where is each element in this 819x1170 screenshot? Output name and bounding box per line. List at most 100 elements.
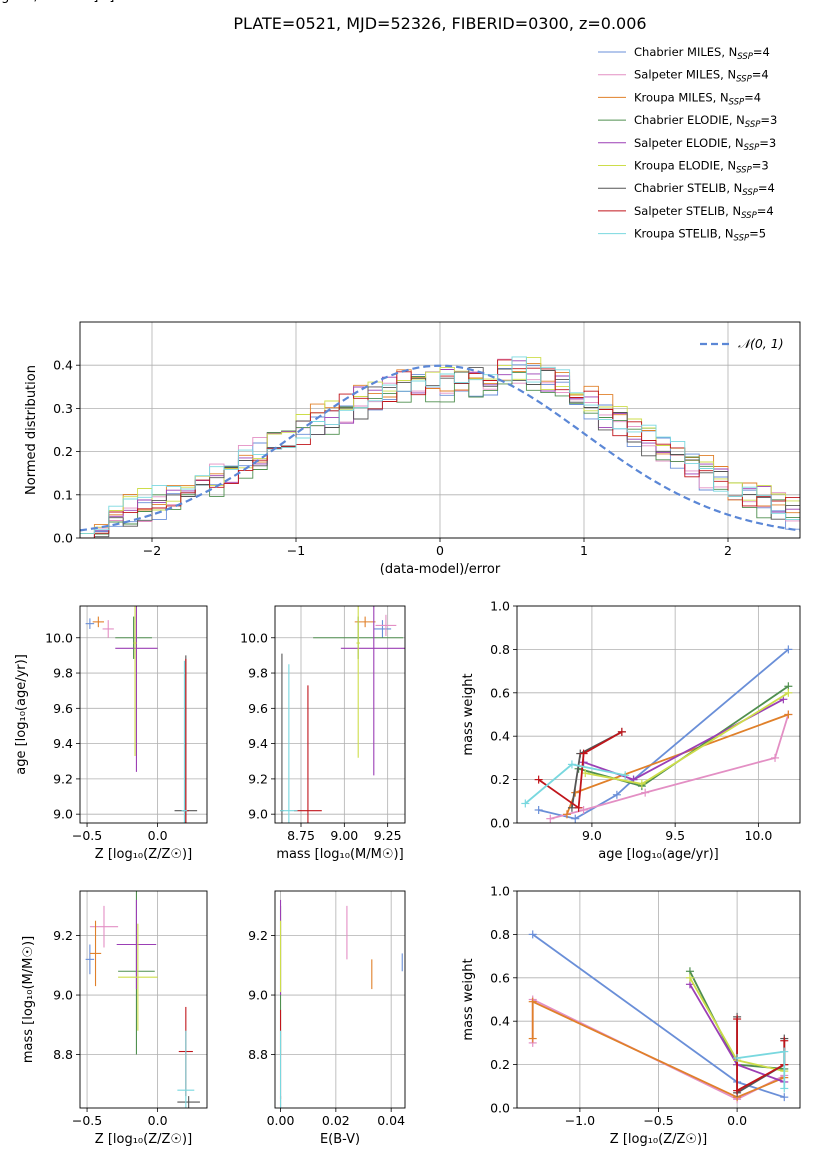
y-tick-label: 0.1 bbox=[53, 487, 73, 502]
legend-label-main: Kroupa ELODIE, N bbox=[634, 159, 736, 173]
legend-label: Chabrier STELIB, NSSP=4 bbox=[634, 181, 775, 198]
y-tick-label: 1.0 bbox=[490, 884, 510, 899]
weight-line bbox=[583, 698, 784, 781]
x-tick-label: 0.02 bbox=[322, 1113, 350, 1128]
x-tick-label: 9.0 bbox=[582, 828, 602, 843]
y-tick-label: 0.4 bbox=[53, 358, 73, 373]
x-tick-label: 10.0 bbox=[744, 828, 772, 843]
legend-label-sub: SSP bbox=[736, 75, 752, 85]
x-axis-label: (data-model)/error bbox=[380, 562, 501, 577]
y-tick-label: 9.0 bbox=[53, 988, 73, 1003]
y-tick-label: 0.0 bbox=[490, 816, 510, 831]
legend-label-tail: =4 bbox=[752, 68, 769, 82]
histogram-step bbox=[80, 356, 800, 538]
x-tick-label: −2 bbox=[143, 543, 161, 558]
y-tick-label: 10.0 bbox=[45, 630, 73, 645]
y-tick-label: 9.0 bbox=[248, 807, 268, 822]
panel-weight-vs-metallicity: −1.0 −0.5 0.0 0.0 0.2 0.4 0.6 0.8 1.0 Z [log₁₀(Z/… bbox=[461, 884, 801, 1147]
plot-area bbox=[279, 899, 403, 1108]
legend-label: Chabrier ELODIE, NSSP=3 bbox=[634, 113, 777, 130]
y-axis-label: mass [log₁₀(M/M☉)] bbox=[21, 936, 36, 1063]
weight-line bbox=[538, 648, 789, 820]
y-axis-label: mass weight bbox=[461, 673, 476, 755]
x-tick-label: 0 bbox=[436, 543, 444, 558]
x-tick-label: −0.5 bbox=[72, 1113, 102, 1128]
legend-label-main: Salpeter MILES, N bbox=[634, 68, 736, 82]
panel-weight-vs-age: 9.0 9.5 10.0 0.0 0.2 0.4 0.6 0.8 1.0 age [log₁₀(a… bbox=[461, 599, 801, 862]
panel-residuals: −2 −1 0 1 2 0.0 0.1 0.2 0.3 0.4 (data-model)/error… bbox=[24, 321, 801, 577]
plot-area bbox=[280, 606, 405, 823]
plot-area bbox=[85, 891, 200, 1108]
x-axis-label: Z [log₁₀(Z/Z☉)] bbox=[95, 1132, 192, 1147]
legend-label-sub: SSP bbox=[742, 188, 758, 198]
x-tick-label: 2 bbox=[724, 543, 732, 558]
y-axis-label: age [log₁₀(age/yr)] bbox=[14, 654, 29, 775]
axes-frame bbox=[79, 890, 208, 1109]
legend-label: Kroupa MILES, NSSP=4 bbox=[634, 90, 761, 107]
x-tick-label: 9.25 bbox=[374, 828, 402, 843]
x-tick-label: −1 bbox=[287, 543, 305, 558]
panel-age-vs-metallicity: −0.5 0.0 9.0 9.2 9.4 9.6 9.8 10.0 Z [log₁₀(Z/Z☉)… bbox=[14, 605, 208, 862]
legend-label-main: Chabrier ELODIE, N bbox=[634, 113, 745, 127]
y-tick-label: 0.8 bbox=[490, 927, 510, 942]
weight-line bbox=[531, 1000, 785, 1099]
panels: 4000500060007000800090000100200300wavele… bbox=[0, 0, 801, 1147]
y-tick-label: 0.0 bbox=[490, 1101, 510, 1116]
legend-label-main: Kroupa STELIB, N bbox=[634, 227, 734, 241]
x-tick-label: 4000 bbox=[0, 0, 16, 3]
y-tick-label: 9.6 bbox=[248, 701, 268, 716]
legend-label-tail: =3 bbox=[760, 113, 777, 127]
x-tick-label: 0.0 bbox=[148, 1113, 168, 1128]
axes-frame bbox=[274, 605, 406, 824]
legend-label: Salpeter ELODIE, NSSP=3 bbox=[634, 136, 776, 153]
x-tick-label: 8.75 bbox=[287, 828, 315, 843]
legend-label-sub: SSP bbox=[729, 97, 745, 107]
y-tick-label: 0.3 bbox=[53, 401, 73, 416]
y-tick-label: 0.8 bbox=[490, 642, 510, 657]
x-axis-label: mass [log₁₀(M/M☉)] bbox=[276, 847, 403, 862]
x-axis-label: Z [log₁₀(Z/Z☉)] bbox=[610, 1132, 707, 1147]
y-tick-label: 9.0 bbox=[248, 988, 268, 1003]
x-tick-label: 9.5 bbox=[665, 828, 685, 843]
legend-label: Chabrier MILES, NSSP=4 bbox=[634, 45, 770, 62]
legend-label-main: Salpeter ELODIE, N bbox=[634, 136, 744, 150]
weight-line bbox=[566, 713, 789, 815]
legend-label: Salpeter STELIB, NSSP=4 bbox=[634, 204, 774, 221]
panel-mass-vs-ebv: 0.00 0.02 0.04 8.8 9.0 9.2 E(B-V) bbox=[248, 890, 406, 1147]
y-tick-label: 9.8 bbox=[53, 666, 73, 681]
x-tick-label: 5000 bbox=[0, 0, 16, 3]
y-tick-label: 9.8 bbox=[248, 666, 268, 681]
y-tick-label: 9.2 bbox=[248, 928, 268, 943]
x-axis-label: Z [log₁₀(Z/Z☉)] bbox=[95, 847, 192, 862]
axes-frame bbox=[274, 890, 406, 1109]
legend-label: Kroupa STELIB, NSSP=5 bbox=[634, 227, 766, 244]
x-tick-label: 7000 bbox=[0, 0, 16, 3]
x-tick-label: 6000 bbox=[0, 0, 16, 3]
weight-line bbox=[538, 731, 623, 810]
x-axis-label: wavelength [Angstrom, rest frame] bbox=[0, 0, 114, 4]
y-tick-label: 8.8 bbox=[248, 1047, 268, 1062]
y-tick-label: 0.6 bbox=[490, 685, 510, 700]
legend-label-main: Kroupa MILES, N bbox=[634, 90, 729, 104]
legend-label-sub: SSP bbox=[736, 166, 752, 176]
y-tick-label: 9.4 bbox=[248, 736, 268, 751]
figure-title: PLATE=0521, MJD=52326, FIBERID=0300, z=0… bbox=[233, 14, 646, 33]
axes-frame bbox=[79, 605, 208, 824]
plot-area bbox=[521, 645, 793, 823]
legend-label-sub: SSP bbox=[734, 234, 750, 244]
legend-label-main: Chabrier STELIB, N bbox=[634, 181, 742, 195]
legend-label-sub: SSP bbox=[741, 211, 757, 221]
y-tick-label: 0.2 bbox=[490, 1057, 510, 1072]
x-tick-label: −0.5 bbox=[72, 828, 102, 843]
y-tick-label: 10.0 bbox=[240, 630, 268, 645]
x-tick-label: 8000 bbox=[0, 0, 16, 3]
x-tick-label: −0.5 bbox=[643, 1113, 673, 1128]
axes-frame bbox=[516, 605, 801, 824]
legend-label: Salpeter MILES, NSSP=4 bbox=[634, 68, 769, 85]
x-tick-label: 9.00 bbox=[330, 828, 358, 843]
y-tick-label: 0.4 bbox=[490, 729, 510, 744]
legend-label-sub: SSP bbox=[744, 143, 760, 153]
plot-area bbox=[85, 606, 198, 823]
y-tick-label: 0.0 bbox=[53, 531, 73, 546]
